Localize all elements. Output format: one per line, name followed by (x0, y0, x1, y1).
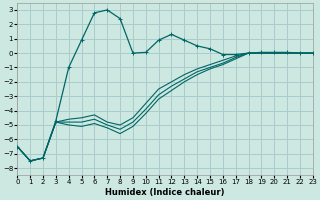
X-axis label: Humidex (Indice chaleur): Humidex (Indice chaleur) (105, 188, 225, 197)
